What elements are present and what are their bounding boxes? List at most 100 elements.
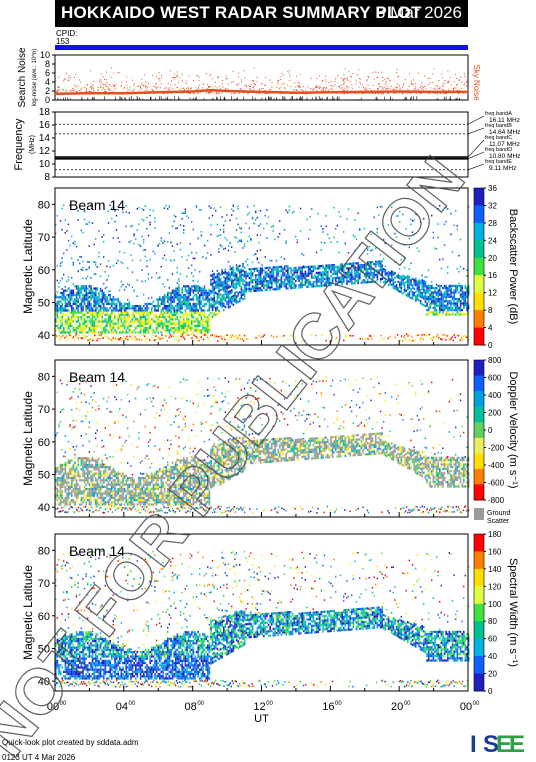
data-cell <box>271 284 273 286</box>
data-cell <box>252 268 254 270</box>
data-cell <box>210 297 212 299</box>
data-cell <box>271 269 273 271</box>
noise-dot <box>281 76 282 77</box>
data-cell <box>145 312 147 314</box>
data-cell <box>245 273 247 275</box>
data-cell <box>161 240 162 242</box>
noise-dot <box>348 80 349 81</box>
data-cell <box>149 325 151 327</box>
data-cell <box>61 477 63 479</box>
data-cell <box>103 292 105 294</box>
data-cell <box>156 323 158 325</box>
data-cell <box>247 214 248 216</box>
data-cell <box>58 501 60 503</box>
data-cell <box>109 316 111 318</box>
data-cell <box>463 302 465 304</box>
data-cell <box>133 329 135 331</box>
data-cell <box>236 335 237 337</box>
data-cell <box>201 329 203 331</box>
data-cell <box>273 288 275 290</box>
data-cell <box>153 210 154 212</box>
data-cell <box>179 339 180 341</box>
noise-dot <box>345 79 346 80</box>
data-cell <box>236 280 238 282</box>
data-cell <box>255 283 257 285</box>
data-cell <box>279 286 281 288</box>
data-cell <box>74 241 75 243</box>
data-cell <box>150 334 151 336</box>
data-cell <box>252 262 253 264</box>
noise-dot <box>409 73 410 74</box>
data-cell <box>453 302 455 304</box>
data-cell <box>76 402 77 404</box>
colorbar-segment <box>474 275 484 293</box>
data-cell <box>60 327 62 329</box>
data-cell <box>164 241 165 243</box>
data-cell <box>180 320 182 322</box>
noise-dot <box>380 86 381 87</box>
data-cell <box>249 236 250 238</box>
data-cell <box>237 283 239 285</box>
data-cell <box>199 301 201 303</box>
data-cell <box>428 298 430 300</box>
data-cell <box>226 239 227 241</box>
data-cell <box>106 296 108 298</box>
data-cell <box>450 300 452 302</box>
data-cell <box>242 298 244 300</box>
data-cell <box>61 484 63 486</box>
data-cell <box>143 325 145 327</box>
data-cell <box>450 338 451 340</box>
data-cell <box>239 335 240 337</box>
data-cell <box>73 479 75 481</box>
noise-dot <box>209 92 210 93</box>
data-cell <box>455 305 457 307</box>
data-cell <box>244 289 246 291</box>
data-cell <box>395 337 396 339</box>
data-cell <box>164 323 166 325</box>
noise-dot <box>253 89 254 90</box>
data-cell <box>169 325 171 327</box>
data-cell <box>220 280 222 282</box>
data-cell <box>92 314 94 316</box>
data-cell <box>95 331 97 333</box>
data-cell <box>444 291 446 293</box>
data-cell <box>154 329 156 331</box>
data-cell <box>292 274 294 276</box>
data-cell <box>452 336 453 338</box>
data-cell <box>111 316 113 318</box>
data-cell <box>238 337 239 339</box>
data-cell <box>295 236 296 238</box>
data-cell <box>253 290 255 292</box>
data-cell <box>183 294 185 296</box>
data-cell <box>442 307 444 309</box>
data-cell <box>445 305 447 307</box>
data-cell <box>265 215 266 217</box>
data-cell <box>180 327 182 329</box>
data-cell <box>68 312 70 314</box>
data-cell <box>156 325 158 327</box>
data-cell <box>287 281 289 283</box>
data-cell <box>258 281 260 283</box>
data-cell <box>271 271 273 273</box>
noise-dot <box>341 78 342 79</box>
data-cell <box>159 329 161 331</box>
data-cell <box>105 296 107 298</box>
data-cell <box>60 495 62 497</box>
data-cell <box>298 275 300 277</box>
data-cell <box>73 312 75 314</box>
noise-dot <box>74 85 75 86</box>
data-cell <box>68 481 70 483</box>
data-cell <box>415 291 417 293</box>
data-cell <box>138 207 139 209</box>
data-cell <box>268 269 270 271</box>
data-cell <box>162 312 164 314</box>
data-cell <box>413 294 415 296</box>
data-cell <box>90 303 92 305</box>
data-cell <box>215 287 217 289</box>
data-cell <box>98 305 100 307</box>
data-cell <box>225 293 227 295</box>
data-cell <box>58 301 60 303</box>
data-cell <box>101 290 103 292</box>
data-cell <box>231 278 233 280</box>
data-cell <box>93 287 95 289</box>
